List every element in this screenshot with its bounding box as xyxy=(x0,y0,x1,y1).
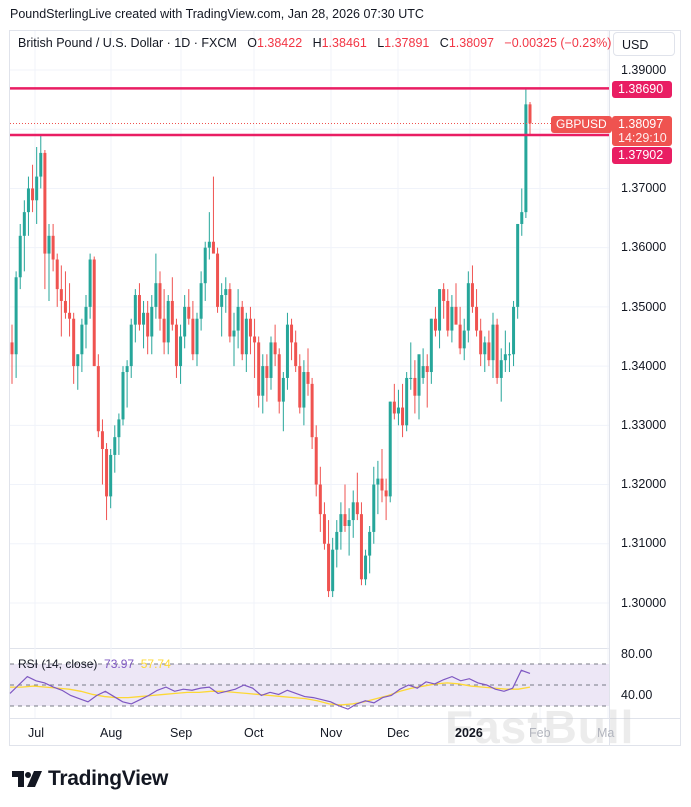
price-tick: 1.33000 xyxy=(621,418,667,432)
rsi-tick: 40.00 xyxy=(621,688,653,702)
time-tick: Dec xyxy=(387,726,410,740)
low-value: 1.37891 xyxy=(384,36,430,50)
price-tick: 1.34000 xyxy=(621,359,667,373)
time-tick: Feb xyxy=(529,726,551,740)
time-tick: 2026 xyxy=(455,726,483,740)
price-axis-divider xyxy=(609,30,610,746)
rsi-value: 73.97 xyxy=(104,657,135,671)
symbol-description[interactable]: British Pound / U.S. Dollar · 1D · FXCM xyxy=(18,36,237,50)
time-tick: Jul xyxy=(28,726,44,740)
currency-button[interactable]: USD xyxy=(613,32,675,56)
symbol-label: GBPUSD xyxy=(551,116,612,133)
pane-divider[interactable] xyxy=(9,648,609,649)
rsi-ma-value: 57.74 xyxy=(140,657,171,671)
tradingview-logo-text: TradingView xyxy=(48,767,169,790)
time-tick: Sep xyxy=(170,726,193,740)
fastbull-watermark: FastBull xyxy=(445,701,635,753)
time-tick: Oct xyxy=(244,726,264,740)
price-tick: 1.31000 xyxy=(621,536,667,550)
time-axis-divider xyxy=(9,718,681,719)
high-label: H xyxy=(312,36,322,50)
time-tick: Aug xyxy=(100,726,123,740)
rsi-legend: RSI (14, close) 73.97 57.74 xyxy=(18,657,171,671)
time-tick: Ma xyxy=(597,726,615,740)
tradingview-logo[interactable]: TradingView xyxy=(12,767,168,791)
bar-countdown: 14:29:10 xyxy=(618,131,667,145)
low-label: L xyxy=(377,36,385,50)
change-value: −0.00325 (−0.23%) xyxy=(504,36,612,50)
high-value: 1.38461 xyxy=(321,36,367,50)
ohlc-legend: British Pound / U.S. Dollar · 1D · FXCM … xyxy=(18,36,611,50)
rsi-tick: 80.00 xyxy=(621,647,653,661)
tradingview-logo-icon xyxy=(12,771,42,787)
resistance-price-label: 1.38690 xyxy=(612,81,672,98)
price-tick: 1.39000 xyxy=(621,63,667,77)
price-tick: 1.37000 xyxy=(621,181,667,195)
price-tick: 1.36000 xyxy=(621,240,667,254)
chart-frame xyxy=(9,30,681,746)
close-label: C xyxy=(439,36,449,50)
support-price-label: 1.37902 xyxy=(612,147,672,164)
price-tick: 1.35000 xyxy=(621,300,667,314)
price-tick: 1.30000 xyxy=(621,596,667,610)
open-label: O xyxy=(247,36,257,50)
time-tick: Nov xyxy=(320,726,343,740)
rsi-title[interactable]: RSI (14, close) xyxy=(18,657,98,671)
open-value: 1.38422 xyxy=(256,36,303,50)
price-tick: 1.32000 xyxy=(621,477,667,491)
close-value: 1.38097 xyxy=(448,36,494,50)
last-price-label: 1.38097 14:29:10 xyxy=(612,116,672,146)
last-price-value: 1.38097 xyxy=(618,117,664,131)
chart-credit: PoundSterlingLive created with TradingVi… xyxy=(10,7,424,21)
